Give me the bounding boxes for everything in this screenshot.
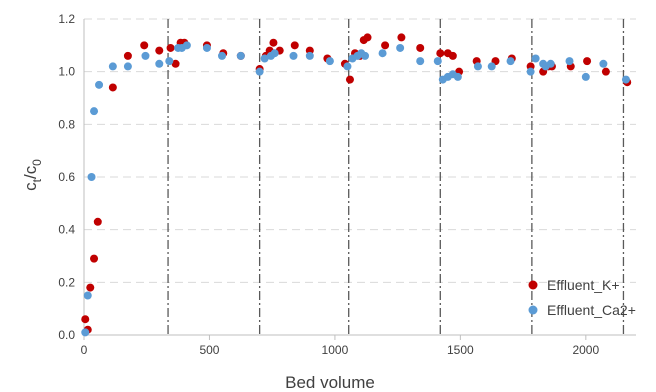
data-point <box>83 291 92 300</box>
data-point <box>448 51 457 60</box>
data-point <box>165 57 174 66</box>
data-point <box>86 283 95 292</box>
x-tick-label: 0 <box>81 343 88 357</box>
data-point <box>601 67 610 76</box>
data-point <box>396 43 405 52</box>
data-point <box>90 254 99 263</box>
y-tick-label: 0.6 <box>58 170 75 184</box>
data-point <box>90 107 99 116</box>
data-point <box>453 72 462 81</box>
data-point <box>378 49 387 58</box>
data-point <box>345 75 354 84</box>
data-point <box>343 62 352 71</box>
x-tick-label: 2000 <box>572 343 599 357</box>
data-point <box>397 33 406 42</box>
y-axis-title-sep: /c <box>21 165 40 179</box>
y-tick-label: 1.0 <box>58 65 75 79</box>
data-point <box>155 46 164 55</box>
data-point <box>436 49 445 58</box>
data-point <box>171 59 180 68</box>
data-point <box>269 38 278 47</box>
legend-item-k: Effluent_K+ <box>528 277 620 293</box>
data-point <box>506 57 515 66</box>
legend-item-ca: Effluent_Ca2+ <box>528 302 636 318</box>
data-point <box>325 57 334 66</box>
data-point <box>108 83 117 92</box>
x-tick-label: 1000 <box>322 343 349 357</box>
legend: Effluent_K+ Effluent_Ca2+ <box>528 277 636 318</box>
data-point <box>305 51 314 60</box>
data-point <box>81 315 90 324</box>
legend-label-k: Effluent_K+ <box>547 277 620 293</box>
data-point <box>433 57 442 66</box>
data-point <box>416 57 425 66</box>
y-tick-label: 1.2 <box>58 12 75 26</box>
data-point <box>108 62 117 71</box>
x-axis-title: Bed volume <box>285 373 375 392</box>
data-point <box>621 75 630 84</box>
legend-marker-ca <box>528 305 538 315</box>
data-point <box>487 62 496 71</box>
y-axis-title-main: c <box>21 182 40 191</box>
data-point <box>218 51 226 60</box>
data-point <box>565 57 574 66</box>
data-point <box>255 67 264 76</box>
data-point <box>290 41 299 50</box>
data-point <box>581 72 590 81</box>
y-tick-label: 0.4 <box>58 223 75 237</box>
data-point <box>123 51 132 60</box>
data-point <box>599 59 608 68</box>
tick-labels: 0.0 0.2 0.4 0.6 0.8 1.0 1.2 0 500 1000 1500 2000 <box>58 12 599 357</box>
data-point <box>93 217 102 226</box>
y-axis-title-sub1: t <box>30 178 44 182</box>
data-point <box>473 62 482 71</box>
gridlines <box>84 18 636 283</box>
data-point <box>123 62 132 71</box>
x-tick-label: 500 <box>199 343 219 357</box>
legend-label-ca: Effluent_Ca2+ <box>547 302 636 318</box>
data-point <box>95 80 104 89</box>
data-point <box>202 43 211 52</box>
data-point <box>416 43 425 52</box>
data-points <box>81 33 632 337</box>
data-point <box>270 49 279 58</box>
data-point <box>546 59 555 68</box>
series-1 <box>81 41 630 337</box>
data-point <box>363 33 372 42</box>
legend-marker-k <box>528 280 538 290</box>
data-point <box>155 59 164 68</box>
x-tick-label: 1500 <box>447 343 474 357</box>
y-tick-label: 0.0 <box>58 328 75 342</box>
data-point <box>87 173 96 181</box>
data-point <box>289 51 298 60</box>
data-point <box>260 54 269 63</box>
y-axis-title-sub2: 0 <box>30 159 44 166</box>
data-point <box>166 43 175 52</box>
data-point <box>531 54 540 63</box>
data-point <box>526 67 535 76</box>
y-tick-label: 0.2 <box>58 275 75 289</box>
axes <box>83 19 636 340</box>
data-point <box>182 41 191 50</box>
y-tick-label: 0.8 <box>58 117 75 131</box>
y-axis-title: ct/c0 <box>21 159 44 191</box>
data-point <box>140 41 149 50</box>
data-point <box>583 57 592 66</box>
data-point <box>361 51 370 60</box>
data-point <box>81 328 90 337</box>
data-point <box>141 51 150 60</box>
data-point <box>236 51 245 60</box>
data-point <box>381 41 390 50</box>
